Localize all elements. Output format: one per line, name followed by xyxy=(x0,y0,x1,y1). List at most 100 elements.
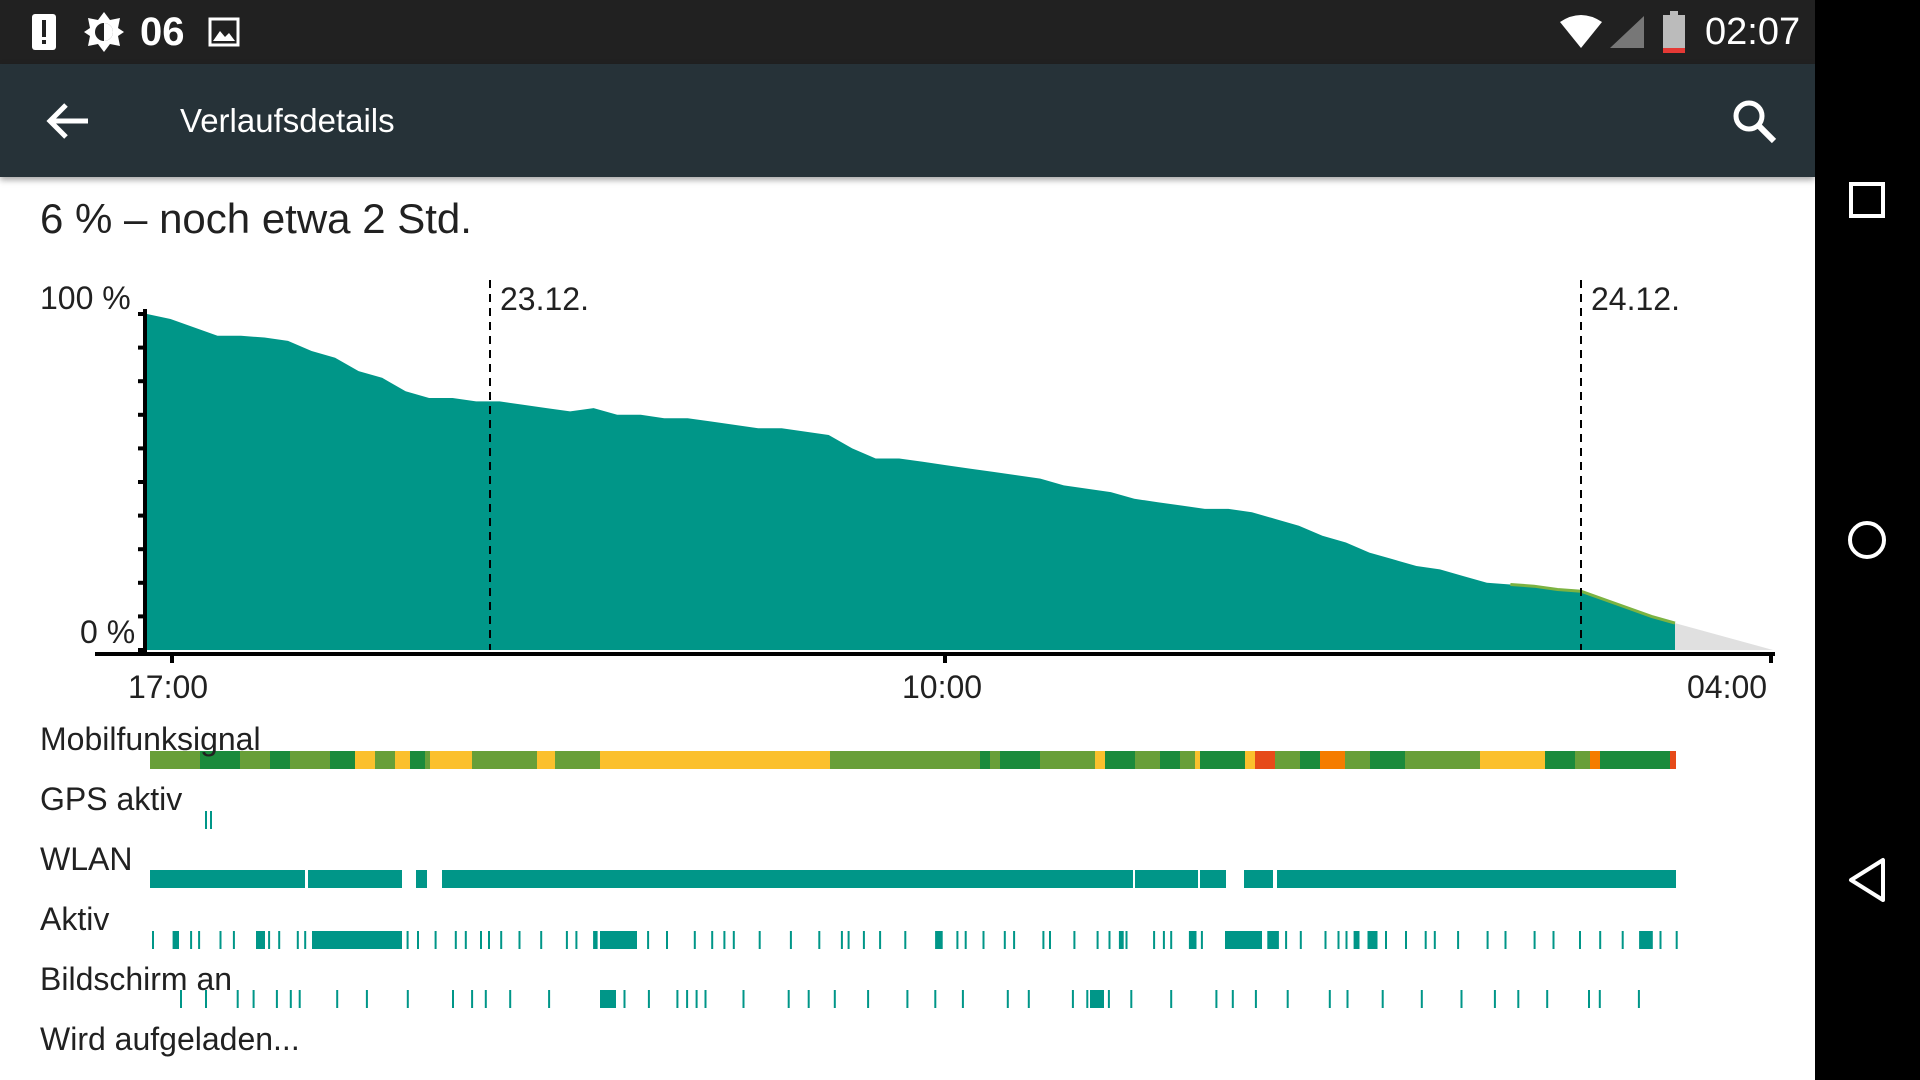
screen-on-event xyxy=(1637,990,1640,1008)
search-icon[interactable] xyxy=(1726,96,1782,146)
active-event xyxy=(1457,931,1460,949)
signal-segment xyxy=(1200,751,1245,769)
active-event xyxy=(647,931,650,949)
screen-on-event xyxy=(676,990,679,1008)
wlan-segment xyxy=(308,870,402,888)
active-event xyxy=(1162,931,1165,949)
active-event xyxy=(268,931,271,949)
active-event xyxy=(1200,931,1203,949)
screen-on-event xyxy=(1588,990,1590,1008)
signal-segment xyxy=(395,751,410,769)
screen-on-event xyxy=(623,990,626,1008)
battery-level-line-end xyxy=(1510,583,1676,625)
screen-on-event xyxy=(1546,990,1549,1008)
signal-segment xyxy=(1405,751,1480,769)
wlan-segment xyxy=(416,870,427,888)
screen-on-event xyxy=(787,990,790,1008)
battery-chart xyxy=(95,280,1775,1008)
gps-event xyxy=(210,811,212,829)
image-icon xyxy=(208,16,240,48)
signal-segment xyxy=(410,751,425,769)
active-event xyxy=(1118,931,1124,949)
signal-segment xyxy=(425,751,430,769)
active-event xyxy=(406,931,409,949)
active-event xyxy=(540,931,543,949)
signal-segment xyxy=(375,751,395,769)
signal-segment xyxy=(1300,751,1320,769)
screen-on-event xyxy=(742,990,745,1008)
track-label-charging: Wird aufgeladen... xyxy=(40,1021,300,1057)
active-event xyxy=(1299,931,1302,949)
screen-on-event xyxy=(406,990,409,1008)
wifi-icon xyxy=(1558,14,1604,50)
signal-segment xyxy=(1600,751,1670,769)
signal-segment xyxy=(980,751,990,769)
signal-segment xyxy=(150,751,200,769)
screen-on-event xyxy=(1460,990,1463,1008)
screen-on-event xyxy=(252,990,255,1008)
active-event xyxy=(296,931,299,949)
arrow-back-icon[interactable] xyxy=(40,96,96,146)
active-event xyxy=(789,931,792,949)
screen-on-event xyxy=(600,990,616,1008)
active-event xyxy=(1385,931,1387,949)
track-label-gps: GPS aktiv xyxy=(40,781,183,817)
screen-on-event xyxy=(704,990,707,1008)
screen-on-event xyxy=(1381,990,1384,1008)
active-event xyxy=(847,931,850,949)
triangle-back-icon[interactable] xyxy=(1837,850,1897,910)
active-event xyxy=(1013,931,1016,949)
screen-on-event xyxy=(867,990,870,1008)
active-event xyxy=(256,931,265,949)
active-event xyxy=(711,931,714,949)
signal-segment xyxy=(355,751,375,769)
circle-home-icon[interactable] xyxy=(1837,510,1897,570)
screen-on-event xyxy=(647,990,650,1008)
screen-on-event xyxy=(1071,990,1074,1008)
active-event xyxy=(1003,931,1006,949)
screen-on-event xyxy=(934,990,937,1008)
signal-segment xyxy=(990,751,1000,769)
active-event xyxy=(666,931,668,949)
screen-on-event xyxy=(298,990,301,1008)
active-event xyxy=(1345,931,1348,949)
active-event xyxy=(593,931,598,949)
screen-on-event xyxy=(509,990,512,1008)
active-event xyxy=(818,931,821,949)
signal-icon xyxy=(1608,14,1646,50)
signal-segment xyxy=(1000,751,1040,769)
signal-segment xyxy=(537,751,555,769)
wlan-segment xyxy=(1200,870,1226,888)
screen-on-event xyxy=(1517,990,1520,1008)
active-event xyxy=(1267,931,1279,949)
signal-segment xyxy=(830,751,980,769)
screen-on-event xyxy=(336,990,339,1008)
screen-on-event xyxy=(471,990,474,1008)
battery-low-icon xyxy=(1662,10,1686,54)
active-event xyxy=(1579,931,1581,949)
active-event xyxy=(172,931,179,949)
screen-on-event xyxy=(1420,990,1423,1008)
screen-on-event xyxy=(289,990,292,1008)
date-marker-label: 24.12. xyxy=(1591,281,1680,317)
active-event xyxy=(1170,931,1173,949)
signal-segment xyxy=(1545,751,1575,769)
square-recents-icon[interactable] xyxy=(1837,170,1897,230)
active-event xyxy=(1533,931,1536,949)
screen-on-event xyxy=(205,990,207,1008)
active-event xyxy=(454,931,457,949)
active-event xyxy=(1049,931,1051,949)
signal-segment xyxy=(1370,751,1405,769)
active-event xyxy=(693,931,696,949)
signal-segment xyxy=(240,751,270,769)
track-label-wlan: WLAN xyxy=(40,841,133,877)
active-event xyxy=(219,931,222,949)
active-event xyxy=(1659,931,1662,949)
signal-segment xyxy=(1255,751,1275,769)
screen-on-event xyxy=(1286,990,1289,1008)
active-event xyxy=(1324,931,1327,949)
screen-on-event xyxy=(1090,990,1104,1008)
signal-segment xyxy=(610,751,830,769)
active-event xyxy=(1096,931,1099,949)
screen-on-event xyxy=(1598,990,1601,1008)
